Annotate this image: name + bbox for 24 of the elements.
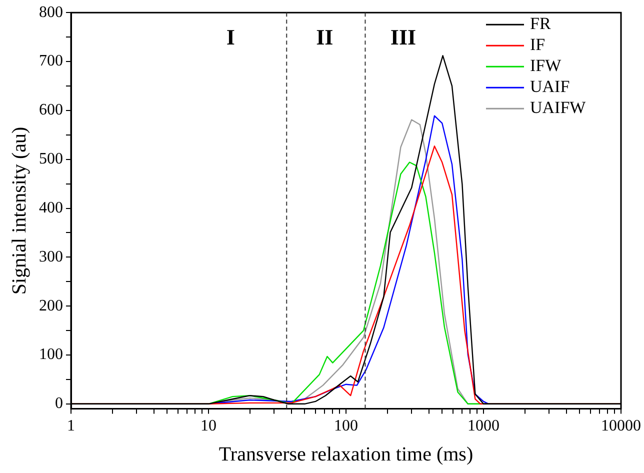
legend-label: IFW	[530, 56, 562, 76]
y-tick-label: 800	[39, 4, 63, 21]
y-tick-label: 200	[39, 297, 63, 314]
x-tick-label: 10000	[601, 418, 641, 435]
legend-label: UAIFW	[530, 98, 587, 118]
y-axis-title: Signial intensity (au)	[8, 126, 30, 295]
legend-label: UAIF	[530, 77, 570, 96]
y-tick-label: 0	[55, 395, 63, 412]
annotation: I	[226, 24, 235, 50]
y-tick-label: 500	[39, 150, 63, 168]
y-tick-label: 100	[39, 346, 63, 364]
x-tick-label: 1	[67, 418, 75, 435]
x-tick-label: 100	[334, 418, 358, 435]
y-tick-label: 300	[39, 248, 63, 266]
legend-label: IF	[530, 35, 546, 54]
annotation: II	[316, 24, 334, 50]
y-tick-label: 700	[39, 52, 63, 70]
x-tick-label: 1000	[468, 418, 500, 435]
annotation: III	[390, 24, 416, 50]
y-tick-label: 600	[39, 102, 63, 119]
legend-label: FR	[530, 14, 552, 34]
x-tick-label: 10	[200, 418, 216, 435]
y-tick-label: 400	[39, 199, 63, 216]
x-axis-title: Transverse relaxation time (ms)	[218, 443, 474, 466]
